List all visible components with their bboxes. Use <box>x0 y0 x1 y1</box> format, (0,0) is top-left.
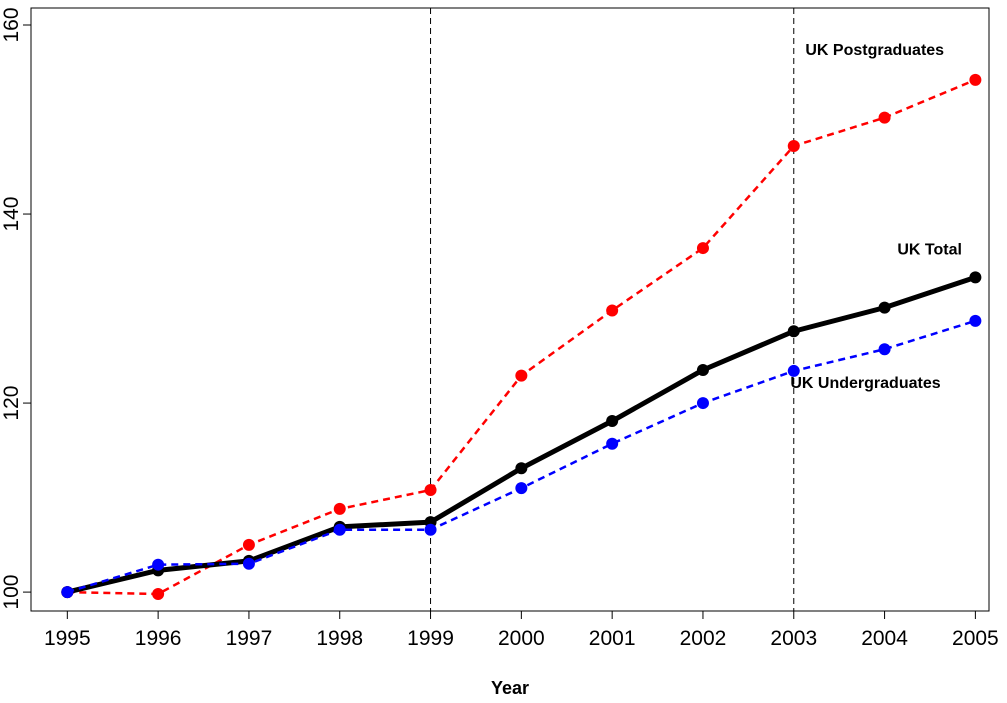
x-tick-label: 2005 <box>952 627 999 650</box>
data-point <box>696 397 709 410</box>
data-point <box>606 415 619 428</box>
data-point <box>424 484 437 497</box>
data-point <box>878 301 891 314</box>
x-tick-label: 1998 <box>316 627 363 650</box>
data-point <box>696 363 709 376</box>
series-line <box>66 319 976 594</box>
data-point <box>515 369 528 382</box>
data-point <box>515 462 528 475</box>
data-point <box>969 314 982 327</box>
series-label: UK Total <box>897 241 962 258</box>
series-label: UK Postgraduates <box>805 42 944 59</box>
data-point <box>878 111 891 124</box>
series-line <box>67 78 976 596</box>
data-point <box>969 271 982 284</box>
data-point <box>969 73 982 86</box>
x-axis-title: Year <box>491 678 529 698</box>
data-point <box>696 242 709 255</box>
data-point <box>606 437 619 450</box>
x-tick-label: 1999 <box>407 627 454 650</box>
x-tick-label: 2001 <box>589 627 636 650</box>
plot-frame <box>30 7 990 612</box>
data-point <box>515 482 528 495</box>
data-point <box>152 587 165 600</box>
x-tick-label: 1996 <box>135 627 182 650</box>
data-point <box>424 523 437 536</box>
series-line <box>66 274 977 595</box>
data-point <box>333 523 346 536</box>
data-point <box>787 364 800 377</box>
x-tick-label: 1997 <box>226 627 273 650</box>
y-tick-label: 160 <box>0 7 23 42</box>
x-tick-label: 2000 <box>498 627 545 650</box>
x-tick-label: 2003 <box>770 627 817 650</box>
data-point <box>61 586 74 599</box>
y-tick-label: 120 <box>0 386 23 421</box>
data-point <box>606 304 619 317</box>
data-point <box>787 325 800 338</box>
data-point <box>878 343 891 356</box>
y-tick-label: 140 <box>0 197 23 232</box>
x-tick-label: 2002 <box>680 627 727 650</box>
y-tick-label: 100 <box>0 575 23 610</box>
series-label: UK Undergraduates <box>790 375 940 392</box>
data-point <box>242 538 255 551</box>
data-point <box>242 557 255 570</box>
x-tick-label: 2004 <box>861 627 908 650</box>
data-point <box>333 502 346 515</box>
data-point <box>787 139 800 152</box>
x-tick-label: 1995 <box>44 627 91 650</box>
data-point <box>152 558 165 571</box>
